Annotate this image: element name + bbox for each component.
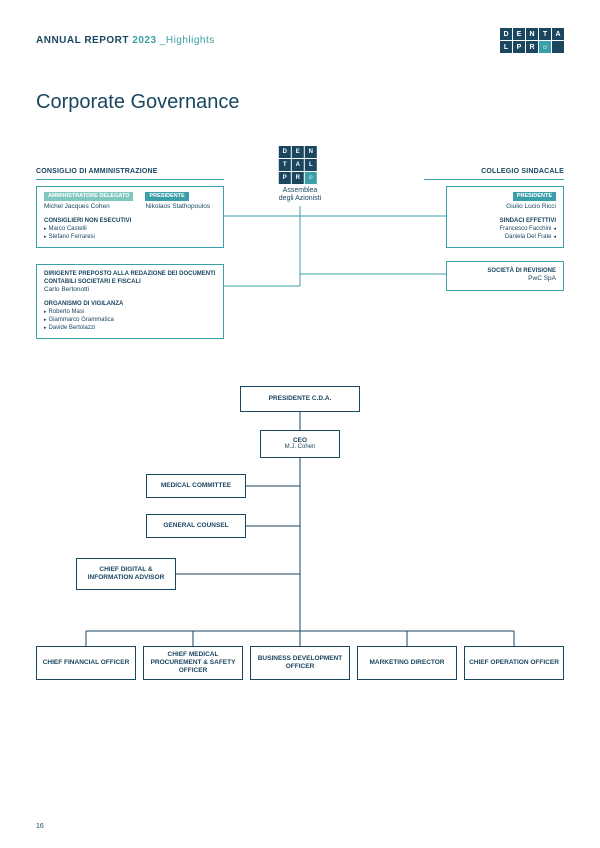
- node-label: CHIEF MEDICAL PROCUREMENT & SAFETY OFFIC…: [148, 651, 238, 674]
- logo-cell: T: [279, 159, 291, 171]
- tag-presidente: PRESIDENTE: [145, 192, 188, 201]
- logo-cell: N: [305, 146, 317, 158]
- vigilanza-label: ORGANISMO DI VIGILANZA: [44, 300, 216, 308]
- logo-cell: A: [292, 159, 304, 171]
- node-label: MEDICAL COMMITTEE: [161, 482, 231, 490]
- list-item: Davide Bertolazzi: [44, 324, 216, 332]
- logo-cell: D: [279, 146, 291, 158]
- node-label: CHIEF FINANCIAL OFFICER: [43, 659, 130, 667]
- logo-cell-accent: ☺: [305, 172, 317, 184]
- board-panel: AMMINISTRATORE DELEGATO Michel Jacques C…: [36, 186, 224, 248]
- node-bdo: BUSINESS DEVELOPMENT OFFICER: [250, 646, 350, 680]
- node-label: BUSINESS DEVELOPMENT OFFICER: [255, 655, 345, 671]
- logo-cell: P: [279, 172, 291, 184]
- collegio-pres-name: Giulio Lucio Ricci: [454, 203, 556, 212]
- node-label: CHIEF DIGITAL & INFORMATION ADVISOR: [81, 566, 171, 582]
- caption-line: degli Azionisti: [279, 195, 321, 202]
- list-item: Roberto Masi: [44, 308, 216, 316]
- list-item: Francesco Facchini: [454, 225, 556, 233]
- revisione-title: SOCIETÀ DI REVISIONE: [454, 267, 556, 275]
- node-label: GENERAL COUNSEL: [163, 522, 228, 530]
- node-coo: CHIEF OPERATION OFFICER: [464, 646, 564, 680]
- presidente-name: Nikolaos Stathopoulos: [145, 203, 210, 212]
- right-column-title: COLLEGIO SINDACALE: [481, 168, 564, 175]
- node-label: CEO: [293, 437, 307, 445]
- node-cmpso: CHIEF MEDICAL PROCUREMENT & SAFETY OFFIC…: [143, 646, 243, 680]
- page-number: 16: [36, 823, 44, 830]
- shareholders-caption: Assemblea degli Azionisti: [279, 187, 321, 204]
- logo-cell: A: [552, 28, 564, 40]
- right-rule: [424, 179, 564, 180]
- list-item: Marco Castelli: [44, 225, 216, 233]
- non-exec-label: CONSIGLIERI NON ESECUTIVI: [44, 217, 216, 225]
- revisione-panel: SOCIETÀ DI REVISIONE PwC SpA: [446, 261, 564, 291]
- logo-cell: D: [500, 28, 512, 40]
- logo-cell-accent: ☺: [539, 41, 551, 53]
- dirigente-title: DIRIGENTE PREPOSTO ALLA REDAZIONE DEI DO…: [44, 270, 216, 286]
- logo-cell: R: [526, 41, 538, 53]
- dirigente-panel: DIRIGENTE PREPOSTO ALLA REDAZIONE DEI DO…: [36, 264, 224, 339]
- report-title: ANNUAL REPORT 2023 _Highlights: [36, 35, 215, 46]
- logo-cell: L: [305, 159, 317, 171]
- logo-cell: L: [500, 41, 512, 53]
- logo-cell: E: [513, 28, 525, 40]
- org-chart: PRESIDENTE C.D.A. CEO M.J. Cohen MEDICAL…: [36, 386, 564, 716]
- report-section: _Highlights: [160, 35, 215, 46]
- node-digital-advisor: CHIEF DIGITAL & INFORMATION ADVISOR: [76, 558, 176, 590]
- left-rule: [36, 179, 224, 180]
- ad-name: Michel Jacques Cohen: [44, 203, 133, 212]
- report-label: ANNUAL REPORT: [36, 35, 129, 46]
- list-item: Daniela Del Frate: [454, 233, 556, 241]
- node-presidente: PRESIDENTE C.D.A.: [240, 386, 360, 412]
- tag-ad: AMMINISTRATORE DELEGATO: [44, 192, 133, 201]
- sindaci-label: SINDACI EFFETTIVI: [454, 217, 556, 225]
- shareholders-logo: D E N T A L P R ☺ Assemblea degli Azioni…: [279, 146, 321, 204]
- page-title: Corporate Governance: [36, 91, 564, 114]
- brand-logo: D E N T A L P R ☺: [500, 28, 564, 53]
- left-column-title: CONSIGLIO DI AMMINISTRAZIONE: [36, 168, 158, 175]
- report-year: 2023: [132, 35, 156, 46]
- logo-cell: R: [292, 172, 304, 184]
- governance-section: D E N T A L P R ☺ Assemblea degli Azioni…: [36, 146, 564, 366]
- node-label: MARKETING DIRECTOR: [370, 659, 445, 667]
- node-cfo: CHIEF FINANCIAL OFFICER: [36, 646, 136, 680]
- revisione-name: PwC SpA: [454, 275, 556, 284]
- node-label: PRESIDENTE C.D.A.: [269, 395, 332, 403]
- list-item: Stefano Ferraresi: [44, 233, 216, 241]
- node-ceo: CEO M.J. Cohen: [260, 430, 340, 458]
- node-label: CHIEF OPERATION OFFICER: [469, 659, 559, 667]
- logo-cell: P: [513, 41, 525, 53]
- logo-cell: E: [292, 146, 304, 158]
- list-item: Giammarco Grammatica: [44, 316, 216, 324]
- node-marketing: MARKETING DIRECTOR: [357, 646, 457, 680]
- collegio-panel: PRESIDENTE Giulio Lucio Ricci SINDACI EF…: [446, 186, 564, 248]
- node-sub: M.J. Cohen: [285, 444, 316, 451]
- logo-cell: [552, 41, 564, 53]
- logo-cell: N: [526, 28, 538, 40]
- tag-presidente: PRESIDENTE: [513, 192, 556, 201]
- caption-line: Assemblea: [283, 187, 318, 194]
- page-header: ANNUAL REPORT 2023 _Highlights D E N T A…: [36, 28, 564, 53]
- node-general-counsel: GENERAL COUNSEL: [146, 514, 246, 538]
- logo-cell: T: [539, 28, 551, 40]
- dirigente-name: Carlo Bertonotti: [44, 286, 216, 295]
- node-medical-committee: MEDICAL COMMITTEE: [146, 474, 246, 498]
